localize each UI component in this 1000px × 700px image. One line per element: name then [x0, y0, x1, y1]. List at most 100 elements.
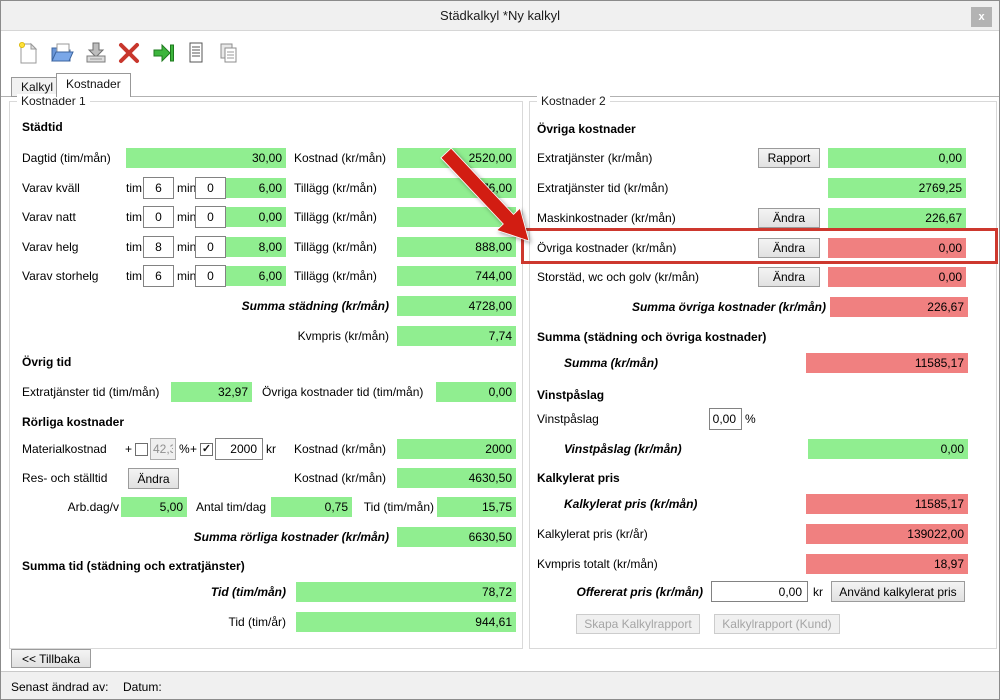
groupbox-kostnader-1 — [9, 101, 523, 649]
natt-cost-value — [397, 207, 516, 227]
kalkylerat-pris-man-value: 11585,17 — [806, 494, 968, 514]
kvmpris-totalt-label: Kvmpris totalt (kr/mån) — [537, 557, 658, 571]
maskinkostnader-value: 226,67 — [828, 208, 966, 228]
kalkylrapport-kund-button: Kalkylrapport (Kund) — [714, 614, 840, 634]
natt-cost-label: Tillägg (kr/mån) — [294, 210, 377, 224]
kvall-cost-label: Tillägg (kr/mån) — [294, 181, 377, 195]
tab-kostnader[interactable]: Kostnader — [56, 73, 131, 97]
save-icon[interactable] — [83, 40, 109, 66]
extratjanster-kr-label: Extratjänster (kr/mån) — [537, 151, 653, 165]
materialkostnad-plus-2: + — [190, 442, 198, 456]
kvall-min-input[interactable] — [195, 177, 226, 199]
kvall-tim-label: tim — [126, 181, 142, 195]
summa-tid-man-value: 78,72 — [296, 582, 516, 602]
antal-tim-dag-value: 0,75 — [271, 497, 352, 517]
tab-kalkyl[interactable]: Kalkyl — [11, 77, 64, 97]
maskinkostnader-label: Maskinkostnader (kr/mån) — [537, 211, 676, 225]
summa-stadning-value: 4728,00 — [397, 296, 516, 316]
storhelg-cost-label: Tillägg (kr/mån) — [294, 269, 377, 283]
summa-rorliga-label: Summa rörliga kostnader (kr/mån) — [193, 530, 389, 544]
vinstpaslag-percent-sign: % — [745, 412, 756, 426]
helg-cost-label: Tillägg (kr/mån) — [294, 240, 377, 254]
summa-tid-ar-label: Tid (tim/år) — [228, 615, 286, 629]
materialkostnad-amount-input[interactable] — [215, 438, 263, 460]
extratjanster-tid-kr-label: Extratjänster tid (kr/mån) — [537, 181, 669, 195]
materialkostnad-plus-1: + — [125, 442, 133, 456]
summa-kr-label: Summa (kr/mån) — [564, 356, 659, 370]
storhelg-tim-input[interactable] — [143, 265, 174, 287]
heading-summa-tid: Summa tid (städning och extratjänster) — [22, 559, 245, 573]
res-stalltid-andra-button[interactable]: Ändra — [128, 468, 179, 489]
summa-rorliga-value: 6630,50 — [397, 527, 516, 547]
natt-min-label: min — [177, 210, 197, 224]
heading-ovriga-kostnader: Övriga kostnader — [537, 122, 636, 136]
helg-sum-value: 8,00 — [226, 237, 286, 257]
check-icon: ✓ — [201, 443, 212, 455]
new-document-icon[interactable] — [15, 40, 41, 66]
tillbaka-button[interactable]: << Tillbaka — [11, 649, 91, 668]
senast-andrad-label: Senast ändrad av: — [11, 680, 109, 694]
materialkostnad-label: Materialkostnad — [22, 442, 107, 456]
summa-tid-ar-value: 944,61 — [296, 612, 516, 632]
kvall-sum-value: 6,00 — [226, 178, 286, 198]
materialkostnad-amount-checkbox[interactable]: ✓ — [200, 443, 213, 456]
close-button[interactable]: x — [971, 7, 992, 27]
helg-tim-input[interactable] — [143, 236, 174, 258]
dagtid-cost-label: Kostnad (kr/mån) — [294, 151, 387, 165]
kvall-tim-input[interactable] — [143, 177, 174, 199]
heading-stadtid: Städtid — [22, 120, 63, 134]
anvand-kalkylerat-pris-button[interactable]: Använd kalkylerat pris — [831, 581, 965, 602]
materialkostnad-percent-checkbox[interactable] — [135, 443, 148, 456]
tid-tim-man-label: Tid (tim/mån) — [363, 500, 434, 514]
open-folder-icon[interactable] — [49, 40, 75, 66]
offererat-pris-input[interactable] — [711, 581, 808, 602]
window-title: Städkalkyl *Ny kalkyl — [440, 8, 560, 23]
kvall-min-label: min — [177, 181, 197, 195]
rapport-button[interactable]: Rapport — [758, 148, 820, 168]
heading-kalkylerat-pris: Kalkylerat pris — [537, 471, 620, 485]
extratjanster-kr-value: 0,00 — [828, 148, 966, 168]
arbdag-label: Arb.dag/v — [67, 500, 119, 514]
antal-tim-dag-label: Antal tim/dag — [196, 500, 267, 514]
summa-ovriga-value: 226,67 — [830, 297, 968, 317]
dagtid-value: 30,00 — [126, 148, 286, 168]
copy-icon[interactable] — [215, 40, 241, 66]
status-bar: Senast ändrad av: Datum: — [1, 671, 999, 699]
report-icon[interactable] — [183, 40, 209, 66]
kvmpris-value: 7,74 — [397, 326, 516, 346]
tid-tim-man-value: 15,75 — [437, 497, 516, 517]
summa-kr-value: 11585,17 — [806, 353, 968, 373]
kalkylerat-pris-man-label: Kalkylerat pris (kr/mån) — [564, 497, 698, 511]
natt-tim-label: tim — [126, 210, 142, 224]
kvmpris-label: Kvmpris (kr/mån) — [297, 329, 389, 343]
helg-min-label: min — [177, 240, 197, 254]
natt-tim-input[interactable] — [143, 206, 174, 228]
summa-tid-man-label: Tid (tim/mån) — [210, 585, 286, 599]
ovriga-kostnader-tid-label: Övriga kostnader tid (tim/mån) — [262, 385, 424, 399]
storstad-andra-button[interactable]: Ändra — [758, 267, 820, 287]
natt-sum-value: 0,00 — [226, 207, 286, 227]
import-icon[interactable] — [150, 40, 176, 66]
helg-cost-value: 888,00 — [397, 237, 516, 257]
storhelg-tim-label: tim — [126, 269, 142, 283]
ovriga-kostnader-andra-button[interactable]: Ändra — [758, 238, 820, 258]
title-bar: Städkalkyl *Ny kalkyl x — [1, 1, 999, 31]
vinstpaslag-label: Vinstpåslag — [537, 412, 599, 426]
helg-min-input[interactable] — [195, 236, 226, 258]
vinstpaslag-kr-value: 0,00 — [808, 439, 968, 459]
kalkylerat-pris-ar-value: 139022,00 — [806, 524, 968, 544]
natt-min-input[interactable] — [195, 206, 226, 228]
materialkostnad-percent-sign: % — [179, 442, 190, 456]
materialkostnad-percent-input — [150, 438, 176, 460]
tab-strip-line — [1, 96, 999, 97]
heading-rorliga-kostnader: Rörliga kostnader — [22, 415, 125, 429]
storhelg-min-input[interactable] — [195, 265, 226, 287]
storhelg-sum-value: 6,00 — [226, 266, 286, 286]
vinstpaslag-input[interactable] — [709, 408, 742, 430]
ovriga-kostnader-label: Övriga kostnader (kr/mån) — [537, 241, 677, 255]
delete-icon[interactable] — [116, 40, 142, 66]
materialkostnad-kr-label: kr — [266, 442, 276, 456]
maskinkostnader-andra-button[interactable]: Ändra — [758, 208, 820, 228]
storhelg-label: Varav storhelg — [22, 269, 99, 283]
heading-vinstpaslag: Vinstpåslag — [537, 388, 605, 402]
